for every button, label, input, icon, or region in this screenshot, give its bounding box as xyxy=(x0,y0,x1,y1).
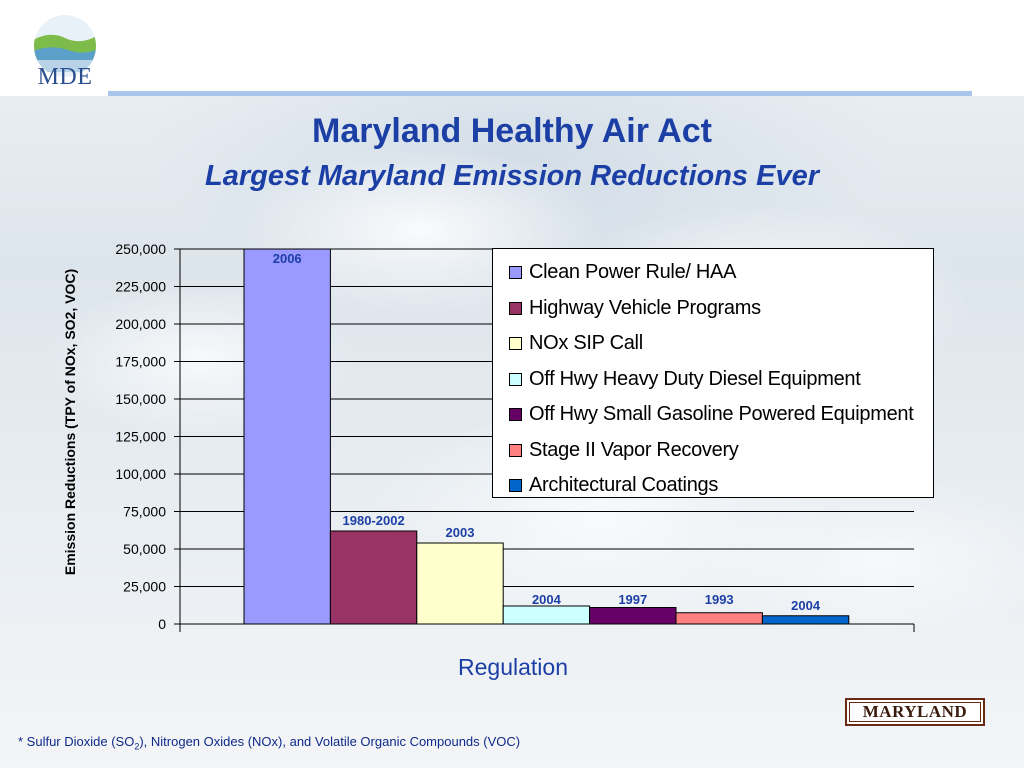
bar xyxy=(416,542,504,625)
bar xyxy=(675,612,763,625)
legend-item: Stage II Vapor Recovery xyxy=(509,433,933,469)
legend-swatch xyxy=(509,301,522,315)
bar-data-label: 1997 xyxy=(618,592,647,607)
bar-data-label: 1980-2002 xyxy=(343,513,405,528)
legend-swatch xyxy=(509,479,522,493)
legend-item: Off Hwy Heavy Duty Diesel Equipment xyxy=(509,362,933,398)
page-subtitle: Largest Maryland Emission Reductions Eve… xyxy=(204,160,819,192)
legend-item: Highway Vehicle Programs xyxy=(509,291,933,327)
footnote-text-end: ), Nitrogen Oxides (NOx), and Volatile O… xyxy=(139,734,521,749)
y-tick-label: 175,000 xyxy=(115,354,166,370)
page-title: Maryland Healthy Air Act xyxy=(312,112,712,150)
bar xyxy=(502,605,591,625)
y-tick-label: 200,000 xyxy=(115,316,166,332)
legend-label: Highway Vehicle Programs xyxy=(529,296,761,319)
y-tick-label: 150,000 xyxy=(115,391,166,407)
y-tick-label: 125,000 xyxy=(115,429,166,445)
header-rule xyxy=(108,91,972,96)
mde-logo xyxy=(34,15,96,77)
legend-item: Clean Power Rule/ HAA xyxy=(509,255,933,291)
y-tick-label: 0 xyxy=(158,616,166,632)
bar xyxy=(761,615,850,625)
bar-data-label: 2003 xyxy=(446,525,475,540)
bar xyxy=(589,607,677,625)
legend-label: Stage II Vapor Recovery xyxy=(529,438,739,461)
maryland-logo: MARYLAND xyxy=(845,698,985,726)
legend-label: Off Hwy Heavy Duty Diesel Equipment xyxy=(529,367,861,390)
bar-data-label: 2004 xyxy=(791,598,821,613)
legend-label: Clean Power Rule/ HAA xyxy=(529,261,737,284)
chart-legend: Clean Power Rule/ HAA Highway Vehicle Pro… xyxy=(492,248,934,498)
y-tick-label: 100,000 xyxy=(115,466,166,482)
bar-data-label: 1993 xyxy=(705,592,734,607)
mde-logo-text: MDE xyxy=(37,64,93,90)
legend-swatch xyxy=(509,337,522,351)
y-tick-label: 75,000 xyxy=(123,504,166,520)
legend-item: NOx SIP Call xyxy=(509,326,933,362)
legend-label: Architectural Coatings xyxy=(529,474,719,497)
legend-label: Off Hwy Small Gasoline Powered Equipment xyxy=(529,403,914,426)
footnote-subscript: 2 xyxy=(134,741,140,752)
legend-swatch xyxy=(509,266,522,280)
legend-swatch xyxy=(509,443,522,457)
y-tick-label: 25,000 xyxy=(123,579,166,595)
bar-data-label: 2006 xyxy=(273,251,302,266)
legend-swatch xyxy=(509,408,522,422)
legend-swatch xyxy=(509,372,522,386)
legend-item: Architectural Coatings xyxy=(509,468,933,504)
maryland-logo-text: MARYLAND xyxy=(849,702,981,722)
bar xyxy=(329,530,418,625)
y-axis-label: Emission Reductions (TPY of NOx, SO2, VO… xyxy=(62,269,78,575)
x-axis-label: Regulation xyxy=(458,654,568,680)
footnote-text-start: * Sulfur Dioxide (SO xyxy=(18,734,135,749)
legend-label: NOx SIP Call xyxy=(529,332,643,355)
y-tick-label: 50,000 xyxy=(123,541,166,557)
footnote: * Sulfur Dioxide (SO2), Nitrogen Oxides … xyxy=(18,734,520,752)
bar-data-label: 2004 xyxy=(532,592,562,607)
bar xyxy=(243,248,331,625)
header-bar xyxy=(0,0,1024,96)
y-tick-label: 225,000 xyxy=(115,279,166,295)
legend-item: Off Hwy Small Gasoline Powered Equipment xyxy=(509,397,933,433)
y-tick-label: 250,000 xyxy=(115,241,166,257)
